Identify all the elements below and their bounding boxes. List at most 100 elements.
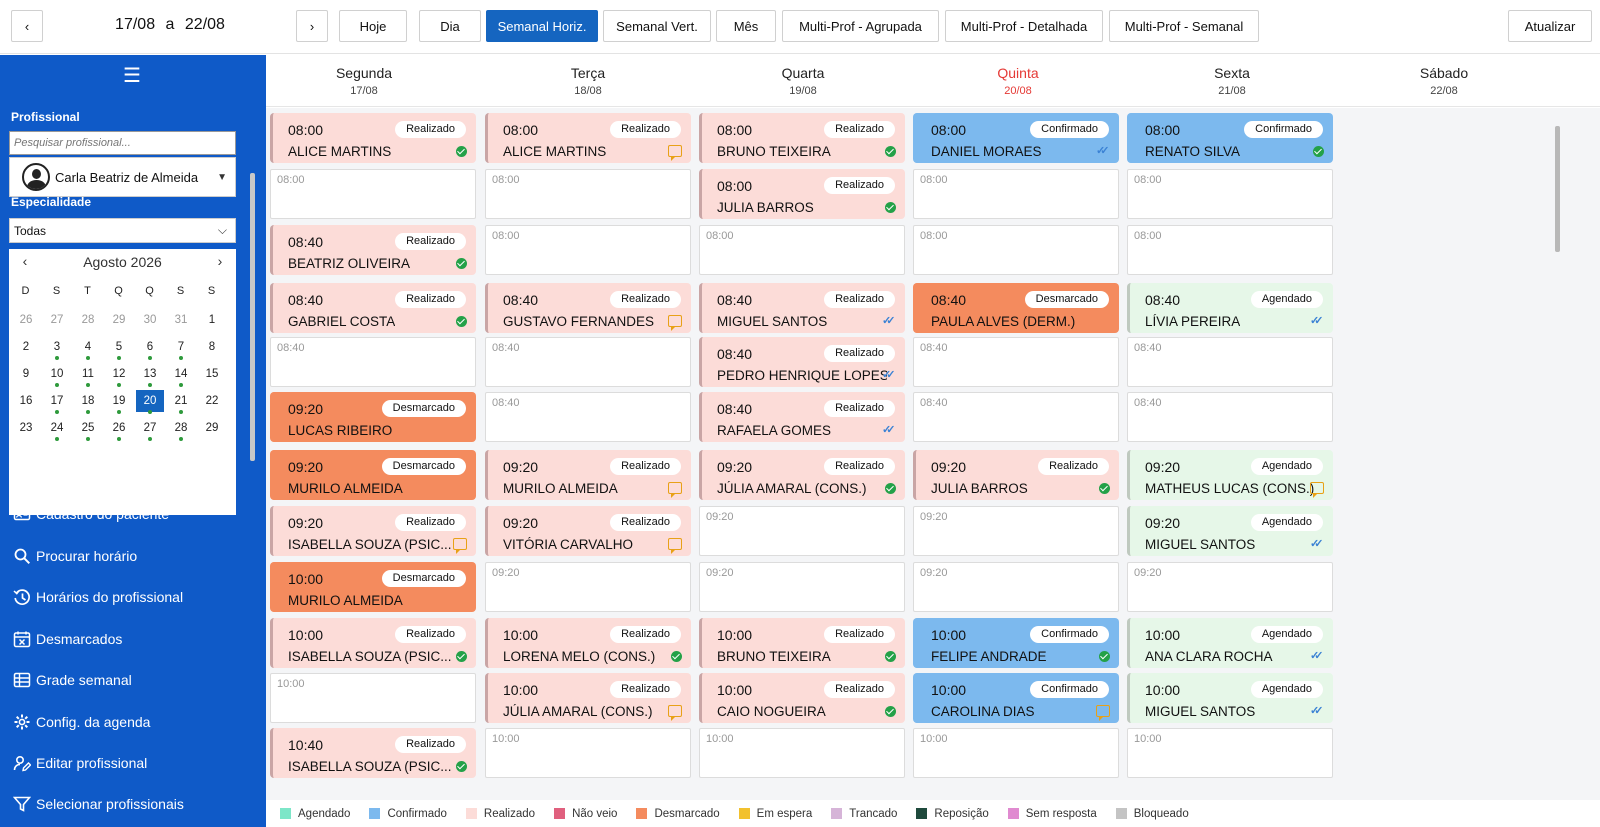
menu-icon[interactable]: ☰ [123, 65, 141, 87]
view-multiprof-grouped-button[interactable]: Multi-Prof - Agrupada [782, 10, 939, 42]
empty-slot[interactable]: 08:00 [485, 169, 691, 219]
appointment-card[interactable]: 08:40 Realizado RAFAELA GOMES ✓✓ [699, 392, 905, 442]
professional-search-input[interactable] [9, 131, 236, 155]
appointment-card[interactable]: 10:00 Realizado ISABELLA SOUZA (PSIC... [270, 618, 476, 668]
calendar-day[interactable]: 25 [74, 417, 102, 441]
appointment-card[interactable]: 08:00 Realizado ALICE MARTINS [270, 113, 476, 163]
calendar-day[interactable]: 13 [136, 363, 164, 387]
calendar-day[interactable]: 20 [136, 390, 164, 414]
empty-slot[interactable]: 08:40 [485, 337, 691, 387]
appointment-card[interactable]: 09:20 Agendado MATHEUS LUCAS (CONS.) [1127, 450, 1333, 500]
calendar-day[interactable]: 26 [105, 417, 133, 441]
calendar-day[interactable]: 31 [167, 309, 195, 331]
empty-slot[interactable]: 08:40 [485, 392, 691, 442]
empty-slot[interactable]: 10:00 [1127, 728, 1333, 778]
view-weekly-horizontal-button[interactable]: Semanal Horiz. [486, 10, 598, 42]
calendar-day[interactable]: 16 [12, 390, 40, 412]
view-day-button[interactable]: Dia [419, 10, 481, 42]
empty-slot[interactable]: 08:40 [913, 392, 1119, 442]
appointment-card[interactable]: 08:40 Realizado BEATRIZ OLIVEIRA [270, 225, 476, 275]
empty-slot[interactable]: 09:20 [913, 562, 1119, 612]
empty-slot[interactable]: 09:20 [699, 562, 905, 612]
calendar-day[interactable]: 17 [43, 390, 71, 414]
calendar-day[interactable]: 22 [198, 390, 226, 412]
view-multiprof-detailed-button[interactable]: Multi-Prof - Detalhada [945, 10, 1103, 42]
sidebar-item-config-da-agenda[interactable]: Config. da agenda [13, 711, 150, 733]
appointment-card[interactable]: 08:40 Realizado MIGUEL SANTOS ✓✓ [699, 283, 905, 333]
calendar-day[interactable]: 26 [12, 309, 40, 331]
chat-icon[interactable] [668, 315, 682, 331]
calendar-day[interactable]: 27 [136, 417, 164, 441]
chat-icon[interactable] [668, 145, 682, 161]
empty-slot[interactable]: 10:00 [270, 673, 476, 723]
calendar-day[interactable]: 6 [136, 336, 164, 360]
sidebar-item-grade-semanal[interactable]: Grade semanal [13, 669, 132, 691]
chat-icon[interactable] [453, 538, 467, 554]
empty-slot[interactable]: 08:00 [913, 169, 1119, 219]
appointment-card[interactable]: 08:00 Realizado BRUNO TEIXEIRA [699, 113, 905, 163]
schedule-scrollbar[interactable] [1555, 126, 1560, 252]
chat-icon[interactable] [1310, 482, 1324, 498]
appointment-card[interactable]: 08:40 Agendado LÍVIA PEREIRA ✓✓ [1127, 283, 1333, 333]
appointment-card[interactable]: 09:20 Realizado MURILO ALMEIDA [485, 450, 691, 500]
sidebar-item-hor-rios-do-profissional[interactable]: Horários do profissional [13, 586, 183, 608]
calendar-day[interactable]: 24 [43, 417, 71, 441]
empty-slot[interactable]: 08:40 [913, 337, 1119, 387]
chat-icon[interactable] [668, 705, 682, 721]
calendar-day[interactable]: 4 [74, 336, 102, 360]
appointment-card[interactable]: 09:20 Desmarcado MURILO ALMEIDA [270, 450, 476, 500]
appointment-card[interactable]: 09:20 Agendado MIGUEL SANTOS ✓✓ [1127, 506, 1333, 556]
appointment-card[interactable]: 08:00 Realizado JULIA BARROS [699, 169, 905, 219]
calendar-day[interactable]: 18 [74, 390, 102, 414]
appointment-card[interactable]: 08:40 Realizado PEDRO HENRIQUE LOPES ✓✓ [699, 337, 905, 387]
appointment-card[interactable]: 09:20 Desmarcado LUCAS RIBEIRO [270, 392, 476, 442]
sidebar-scrollbar[interactable] [250, 173, 255, 461]
appointment-card[interactable]: 09:20 Realizado JÚLIA AMARAL (CONS.) [699, 450, 905, 500]
professional-select[interactable]: Carla Beatriz de Almeida ▼ [9, 157, 236, 197]
empty-slot[interactable]: 09:20 [913, 506, 1119, 556]
appointment-card[interactable]: 10:00 Realizado LORENA MELO (CONS.) [485, 618, 691, 668]
appointment-card[interactable]: 09:20 Realizado VITÓRIA CARVALHO [485, 506, 691, 556]
view-multiprof-weekly-button[interactable]: Multi-Prof - Semanal [1109, 10, 1259, 42]
appointment-card[interactable]: 08:40 Realizado GUSTAVO FERNANDES [485, 283, 691, 333]
chat-icon[interactable] [668, 538, 682, 554]
empty-slot[interactable]: 08:00 [1127, 225, 1333, 275]
appointment-card[interactable]: 09:20 Realizado JULIA BARROS [913, 450, 1119, 500]
calendar-day[interactable]: 30 [136, 309, 164, 331]
appointment-card[interactable]: 10:00 Agendado MIGUEL SANTOS ✓✓ [1127, 673, 1333, 723]
empty-slot[interactable]: 08:00 [913, 225, 1119, 275]
today-button[interactable]: Hoje [339, 10, 407, 42]
appointment-card[interactable]: 09:20 Realizado ISABELLA SOUZA (PSIC... [270, 506, 476, 556]
empty-slot[interactable]: 10:00 [913, 728, 1119, 778]
calendar-day[interactable]: 7 [167, 336, 195, 360]
empty-slot[interactable]: 08:40 [270, 337, 476, 387]
calendar-day[interactable]: 1 [198, 309, 226, 331]
calendar-next-month-button[interactable]: › [217, 253, 223, 269]
specialty-select[interactable]: Todas ⌵ [9, 218, 236, 243]
calendar-day[interactable]: 14 [167, 363, 195, 387]
chat-icon[interactable] [1096, 705, 1110, 721]
sidebar-item-selecionar-profissionais[interactable]: Selecionar profissionais [13, 793, 184, 815]
empty-slot[interactable]: 08:00 [270, 169, 476, 219]
appointment-card[interactable]: 10:00 Confirmado CAROLINA DIAS [913, 673, 1119, 723]
calendar-day[interactable]: 23 [12, 417, 40, 439]
calendar-day[interactable]: 11 [74, 363, 102, 387]
view-weekly-vertical-button[interactable]: Semanal Vert. [603, 10, 711, 42]
sidebar-item-novo-cliente[interactable]: Novo cliente [13, 462, 113, 484]
empty-slot[interactable]: 08:40 [1127, 337, 1333, 387]
empty-slot[interactable]: 09:20 [1127, 562, 1333, 612]
sidebar-item-cadastro-do-paciente[interactable]: Cadastro do paciente [13, 503, 169, 525]
calendar-day[interactable]: 9 [12, 363, 40, 385]
appointment-card[interactable]: 08:40 Desmarcado PAULA ALVES (DERM.) [913, 283, 1119, 333]
appointment-card[interactable]: 08:00 Confirmado DANIEL MORAES ✓✓ [913, 113, 1119, 163]
refresh-button[interactable]: Atualizar [1508, 10, 1592, 42]
appointment-card[interactable]: 10:00 Realizado JÚLIA AMARAL (CONS.) [485, 673, 691, 723]
calendar-day[interactable]: 2 [12, 336, 40, 358]
calendar-day[interactable]: 3 [43, 336, 71, 360]
calendar-day[interactable]: 5 [105, 336, 133, 360]
calendar-day[interactable]: 29 [105, 309, 133, 331]
calendar-day[interactable]: 27 [43, 309, 71, 331]
calendar-day[interactable]: 21 [167, 390, 195, 414]
appointment-card[interactable]: 08:40 Realizado GABRIEL COSTA [270, 283, 476, 333]
calendar-day[interactable]: 8 [198, 336, 226, 358]
